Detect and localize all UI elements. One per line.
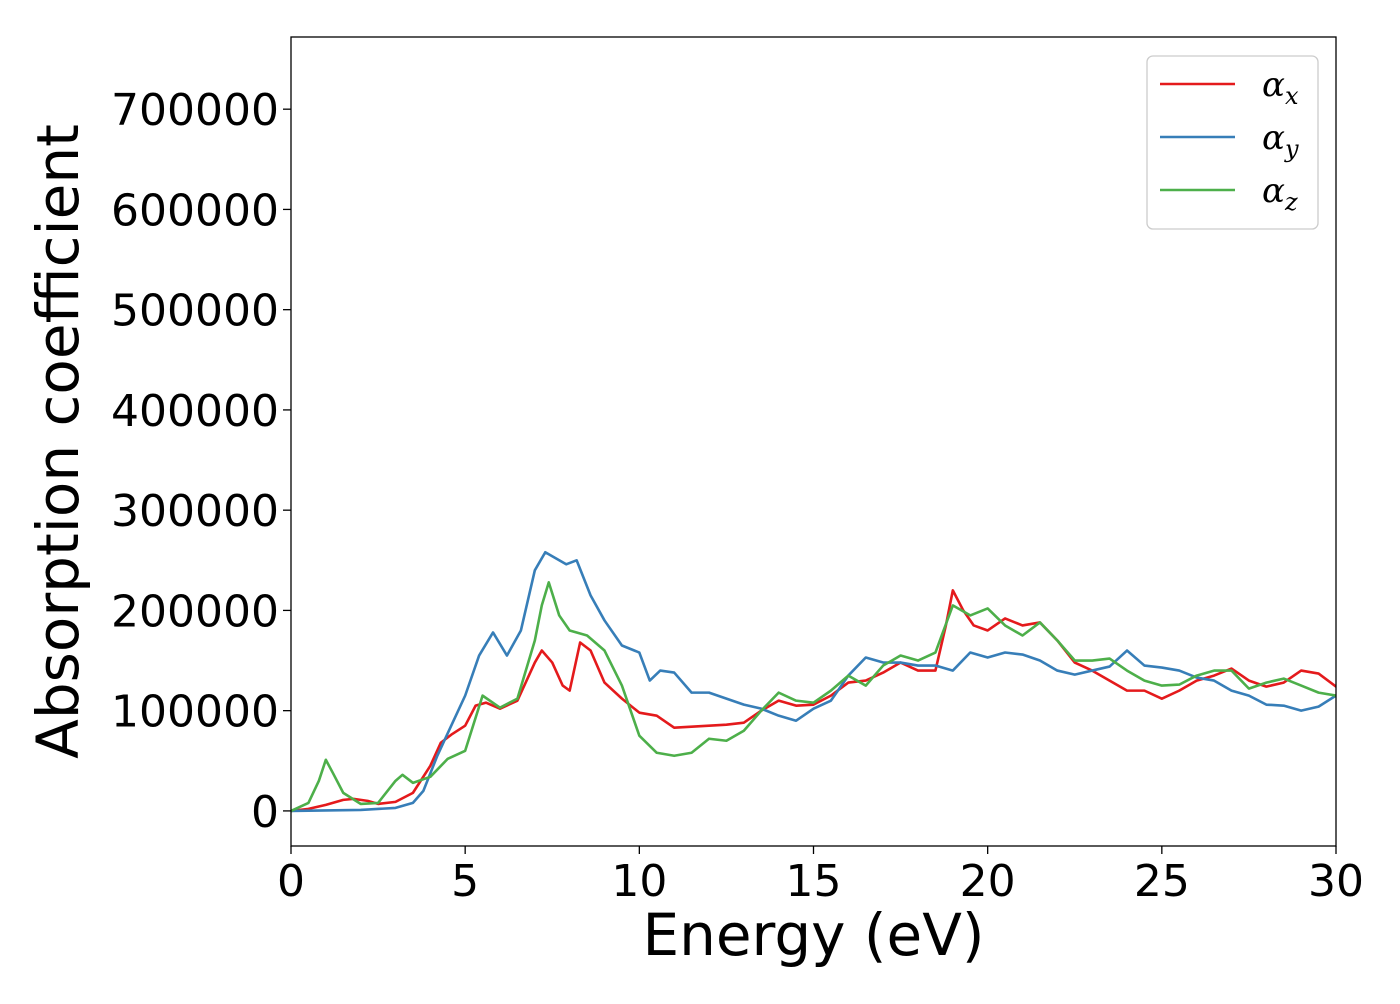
legend-label-x: αx	[1262, 65, 1299, 110]
legend-label-subscript: y	[1284, 135, 1299, 163]
y-tick-label: 700000	[111, 85, 279, 136]
x-tick-label: 15	[786, 856, 842, 907]
y-tick-label: 300000	[111, 486, 279, 537]
legend-label-subscript: x	[1285, 82, 1299, 110]
legend-label-main: α	[1262, 118, 1285, 158]
legend-label-main: α	[1262, 171, 1285, 211]
y-tick-label: 100000	[111, 687, 279, 738]
y-tick-label: 600000	[111, 185, 279, 236]
legend-label-z: αz	[1262, 171, 1298, 216]
y-tick-label: 400000	[111, 386, 279, 437]
x-tick-label: 0	[277, 856, 305, 907]
series-line-z	[291, 581, 1336, 813]
series-line-x	[291, 589, 1336, 813]
x-axis-label: Energy (eV)	[642, 901, 984, 969]
legend-label-subscript: z	[1284, 188, 1298, 216]
x-tick-label: 20	[960, 856, 1016, 907]
legend-label-main: α	[1262, 65, 1285, 105]
y-tick-label: 0	[251, 787, 279, 838]
legend-label-y: αy	[1262, 118, 1299, 163]
y-tick-label: 500000	[111, 286, 279, 337]
x-tick-label: 10	[611, 856, 667, 907]
x-tick-label: 30	[1308, 856, 1364, 907]
x-axis: 0 5 10 15 20 25 30	[277, 846, 1364, 907]
y-axis-label: Absorption coefficient	[24, 124, 92, 759]
x-tick-label: 25	[1134, 856, 1190, 907]
y-tick-label: 200000	[111, 586, 279, 637]
y-axis: 0 100000 200000 300000 400000 500000 600000 700…	[111, 85, 291, 838]
series-line-y	[291, 550, 1336, 813]
series-layer	[291, 550, 1336, 813]
legend-box	[1146, 55, 1319, 230]
x-tick-label: 5	[451, 856, 479, 907]
